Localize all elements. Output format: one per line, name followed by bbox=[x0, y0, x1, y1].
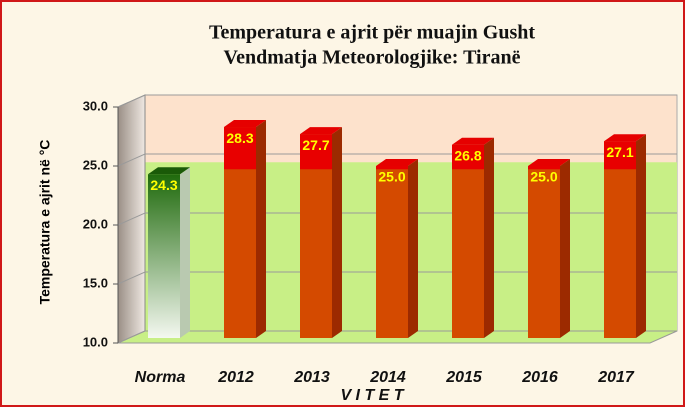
bar-top bbox=[300, 127, 342, 135]
y-tick-label: 30.0 bbox=[83, 98, 108, 113]
bar-side bbox=[560, 159, 570, 338]
bar-side bbox=[180, 167, 190, 338]
grid-line bbox=[117, 330, 677, 344]
bar-top bbox=[528, 159, 570, 166]
x-tick-label: 2012 bbox=[217, 369, 254, 386]
x-axis-label: V I T E T bbox=[340, 387, 404, 404]
bar-upper bbox=[300, 134, 332, 170]
bar-top bbox=[452, 137, 494, 145]
value-label: 26.8 bbox=[454, 147, 481, 163]
x-tick-label: 2016 bbox=[521, 369, 558, 386]
value-label: 24.3 bbox=[150, 177, 177, 193]
y-tick-label: 20.0 bbox=[83, 216, 108, 231]
y-tick-label: 15.0 bbox=[83, 275, 108, 290]
bar-upper bbox=[224, 127, 256, 170]
grid-line bbox=[117, 94, 677, 108]
bar-top bbox=[224, 120, 266, 128]
bar-side bbox=[332, 127, 342, 338]
bar bbox=[452, 144, 484, 338]
bar-upper bbox=[452, 144, 484, 170]
value-label: 25.0 bbox=[530, 169, 557, 185]
bar-top bbox=[604, 134, 646, 142]
bar bbox=[148, 174, 180, 338]
x-tick-label: 2015 bbox=[445, 369, 483, 386]
x-tick-label: 2014 bbox=[369, 369, 406, 386]
bar-upper bbox=[376, 166, 408, 170]
x-tick-label: Norma bbox=[135, 369, 186, 386]
bar-side bbox=[256, 120, 266, 338]
bar-side bbox=[408, 159, 418, 338]
grid-line bbox=[117, 271, 677, 285]
y-axis-label: Temperatura e ajrit në °C bbox=[37, 140, 53, 305]
value-label: 27.1 bbox=[606, 144, 633, 160]
grid-line bbox=[117, 153, 677, 167]
bar-upper bbox=[604, 141, 636, 170]
x-tick-label: 2013 bbox=[293, 369, 330, 386]
bar-side bbox=[484, 137, 494, 338]
bar-side bbox=[636, 134, 646, 338]
chart-title: Temperatura e ajrit për muajin Gusht bbox=[209, 22, 535, 44]
y-tick-label: 25.0 bbox=[83, 157, 108, 172]
bar bbox=[528, 166, 560, 338]
value-label: 27.7 bbox=[302, 137, 329, 153]
bar bbox=[604, 141, 636, 338]
value-label: 25.0 bbox=[378, 169, 405, 185]
chart-subtitle: Vendmatja Meteorologjike: Tiranë bbox=[223, 47, 520, 69]
bar bbox=[376, 166, 408, 338]
grid-line bbox=[117, 212, 677, 226]
x-tick-label: 2017 bbox=[597, 369, 635, 386]
value-label: 28.3 bbox=[226, 130, 253, 146]
bar-top bbox=[148, 167, 190, 175]
y-tick-label: 10.0 bbox=[83, 334, 108, 349]
bar-upper bbox=[528, 166, 560, 170]
bar-top bbox=[376, 159, 418, 166]
